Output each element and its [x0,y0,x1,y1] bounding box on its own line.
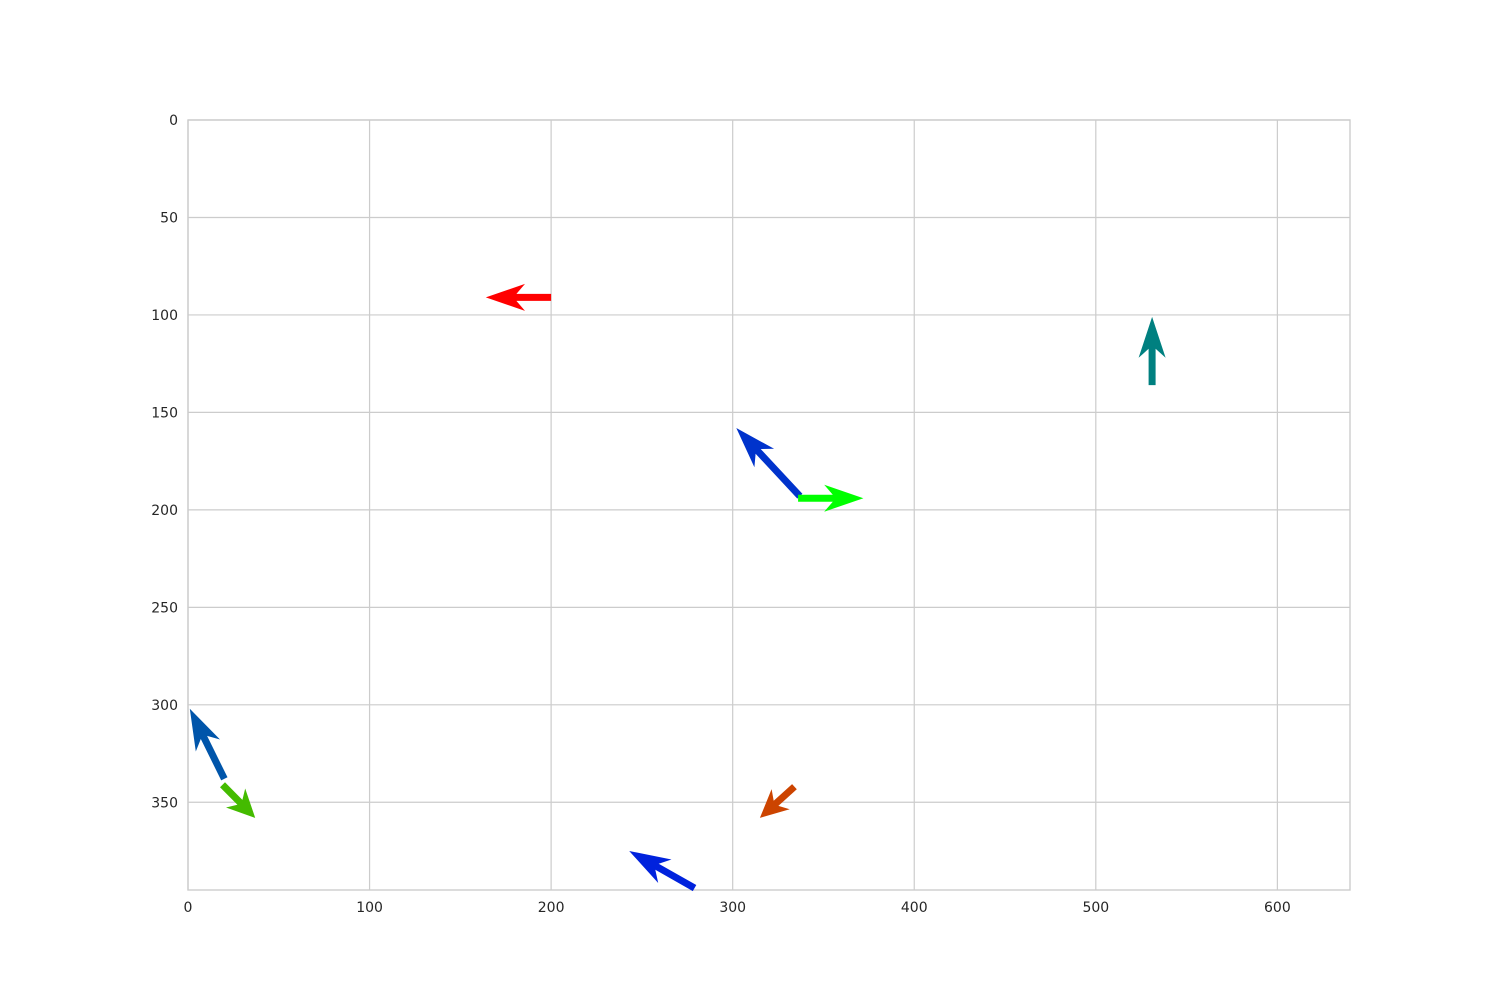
y-tick-label: 250 [151,600,178,616]
arrows-layer [189,283,1166,892]
plot-frame [187,119,1351,891]
y-tick-label: 150 [151,405,178,421]
arrow-mark [736,428,803,499]
x-tick-label: 200 [538,900,565,916]
y-tick-label: 300 [151,698,178,714]
x-tick-label: 500 [1082,900,1109,916]
y-axis-ticks: 0 50 100 150 200 250 300 350 [151,113,178,811]
arrow-mark [189,708,228,781]
grid-lines [187,119,1350,890]
arrow-mark [759,784,797,818]
y-tick-label: 100 [151,308,178,324]
arrow-mark [798,484,864,512]
arrow-mark [1138,316,1166,386]
arrow-mark [220,782,256,818]
x-tick-label: 0 [184,900,193,916]
x-tick-label: 600 [1264,900,1291,916]
y-tick-label: 200 [151,503,178,519]
y-tick-label: 350 [151,795,178,811]
arrow-mark [485,283,552,311]
arrow-mark [629,851,697,892]
y-tick-label: 0 [169,113,178,129]
x-tick-label: 400 [901,900,928,916]
x-tick-label: 100 [356,900,383,916]
x-tick-label: 300 [719,900,746,916]
y-tick-label: 50 [160,210,178,226]
x-axis-ticks: 0 100 200 300 400 500 600 [184,900,1291,916]
